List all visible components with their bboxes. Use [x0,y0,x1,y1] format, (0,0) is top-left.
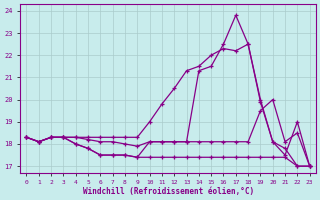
X-axis label: Windchill (Refroidissement éolien,°C): Windchill (Refroidissement éolien,°C) [83,187,254,196]
